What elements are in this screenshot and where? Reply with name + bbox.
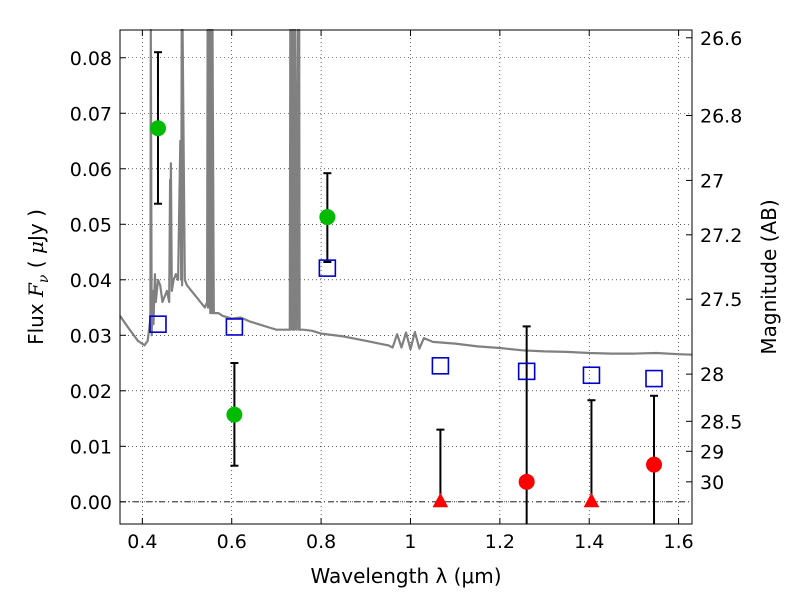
y2-tick-label: 27: [700, 170, 724, 192]
plot-frame: [119, 29, 693, 525]
y2-tick-label: 28: [700, 364, 724, 386]
y-tick-label: 0.02: [70, 381, 112, 403]
grid-layer: [120, 30, 692, 524]
data-point-circle: [319, 209, 336, 226]
x-tick-label: 0.8: [306, 531, 336, 553]
y-tick-label: 0.03: [70, 325, 112, 347]
x-tick-label: 0.6: [217, 531, 247, 553]
x-axis-title: Wavelength λ (μm): [310, 564, 501, 588]
x-tick-label: 0.4: [127, 531, 157, 553]
y2-tick-label: 30: [700, 472, 724, 494]
y2-tick-label: 26.6: [700, 28, 742, 50]
model-square: [431, 357, 450, 375]
y2-tick-label: 26.8: [700, 105, 742, 127]
model-square: [318, 259, 337, 277]
data-point-circle: [226, 406, 243, 423]
template-spectrum-layer: [119, 28, 693, 356]
data-point-circle: [149, 120, 166, 137]
model-square: [645, 369, 663, 388]
y2-tick-label: 27.2: [700, 225, 742, 247]
data-point-circle: [646, 456, 663, 473]
tick-layer: 0.4 0.6 0.8 1 1.2 1.4 1.6 0.00 0.01 0.02 0.03 0.04 0…: [70, 28, 743, 553]
y2-tick-label: 28.5: [700, 411, 742, 433]
x-tick-label: 1: [404, 531, 416, 553]
y-axis-title: Flux Fν ( μJy ): [24, 209, 52, 345]
x-tick-label: 1.6: [663, 531, 693, 553]
y-tick-label: 0.05: [70, 214, 112, 236]
upper-limit-triangle: [583, 492, 600, 508]
y2-axis-title: Magnitude (AB): [757, 199, 781, 354]
y-tick-label: 0.07: [70, 103, 112, 125]
model-square: [517, 362, 536, 381]
model-square: [149, 315, 167, 333]
y2-tick-label: 27.5: [700, 289, 742, 311]
y-tick-label: 0.08: [70, 48, 112, 70]
y2-tick-label: 29: [700, 441, 724, 463]
upper-limit-triangle: [432, 492, 449, 508]
model-square: [225, 318, 244, 336]
x-tick-label: 1.2: [485, 531, 515, 553]
y-tick-label: 0.01: [70, 436, 112, 458]
y-tick-label: 0.00: [70, 492, 112, 514]
template-spectrum-line: [119, 28, 693, 356]
y-tick-label: 0.04: [70, 270, 112, 292]
y-tick-label: 0.06: [70, 159, 112, 181]
model-square: [582, 366, 601, 385]
data-point-circle: [518, 473, 535, 490]
x-tick-label: 1.4: [574, 531, 604, 553]
marker-layer: [149, 120, 663, 508]
errorbar-layer: [153, 51, 659, 524]
